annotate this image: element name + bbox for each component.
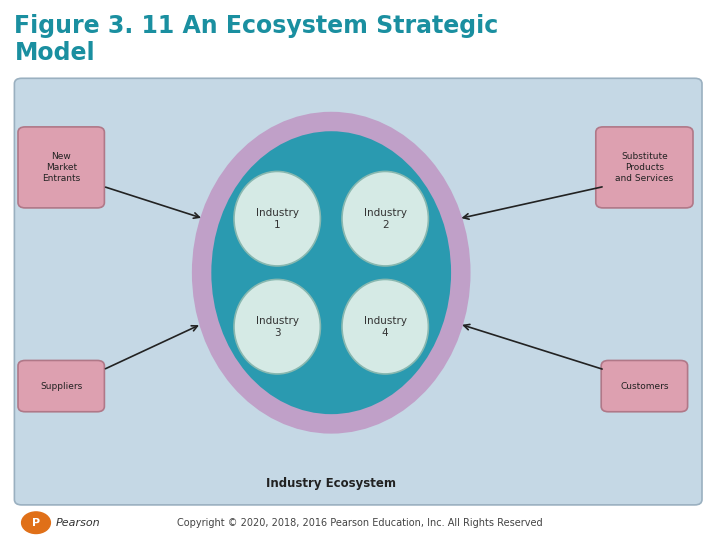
Ellipse shape	[234, 172, 320, 266]
Text: Industry Ecosystem: Industry Ecosystem	[266, 477, 396, 490]
Ellipse shape	[234, 280, 320, 374]
Ellipse shape	[342, 280, 428, 374]
Text: Model: Model	[14, 40, 95, 64]
Text: Suppliers: Suppliers	[40, 382, 82, 390]
Text: Copyright © 2020, 2018, 2016 Pearson Education, Inc. All Rights Reserved: Copyright © 2020, 2018, 2016 Pearson Edu…	[177, 518, 543, 528]
Text: New
Market
Entrants: New Market Entrants	[42, 152, 81, 183]
Text: Industry
4: Industry 4	[364, 315, 407, 338]
Text: Customers: Customers	[620, 382, 669, 390]
FancyBboxPatch shape	[18, 361, 104, 412]
Text: Industry
2: Industry 2	[364, 207, 407, 230]
Text: Pearson: Pearson	[56, 518, 101, 528]
Text: Substitute
Products
and Services: Substitute Products and Services	[616, 152, 673, 183]
Text: P: P	[32, 518, 40, 528]
Ellipse shape	[342, 172, 428, 266]
Text: Industry
1: Industry 1	[256, 207, 299, 230]
Ellipse shape	[202, 122, 461, 424]
Circle shape	[22, 512, 50, 534]
Text: Industry
3: Industry 3	[256, 315, 299, 338]
FancyBboxPatch shape	[596, 127, 693, 208]
Text: Figure 3. 11 An Ecosystem Strategic: Figure 3. 11 An Ecosystem Strategic	[14, 14, 499, 37]
FancyBboxPatch shape	[14, 78, 702, 505]
FancyBboxPatch shape	[18, 127, 104, 208]
FancyBboxPatch shape	[601, 361, 688, 412]
